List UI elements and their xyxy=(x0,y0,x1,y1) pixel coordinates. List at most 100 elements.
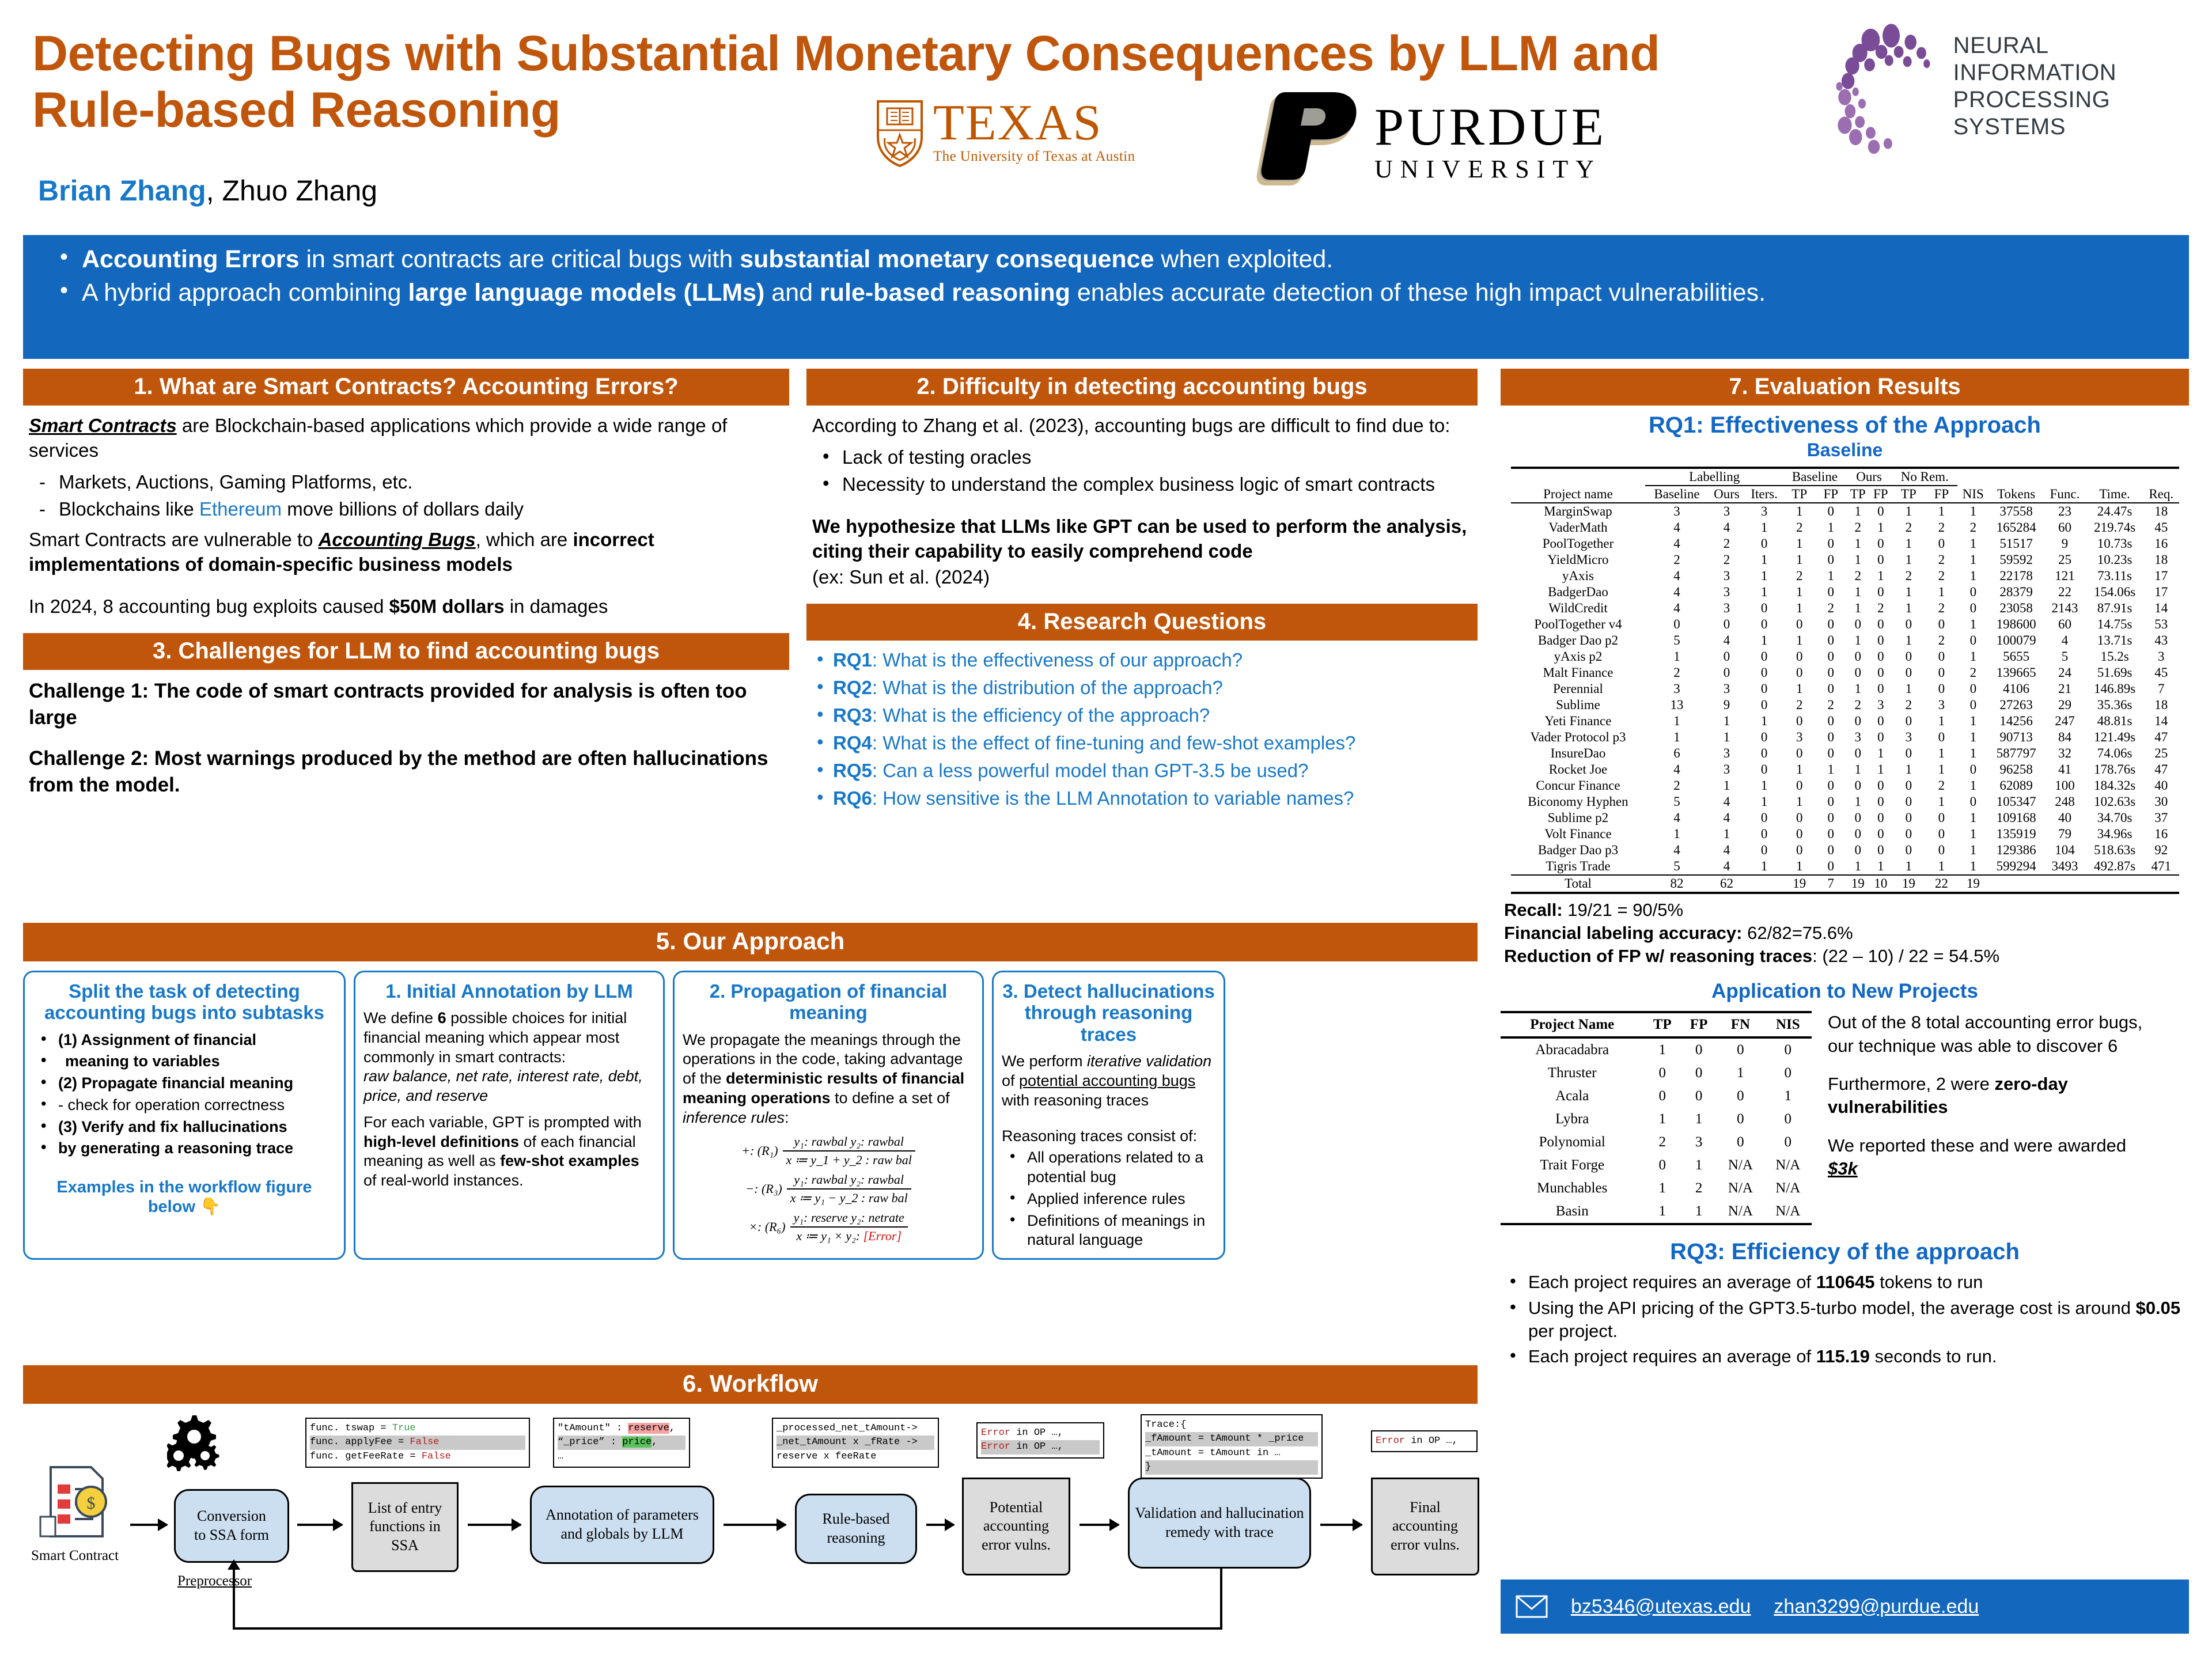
code-snippet-final-error: Error in OP …, xyxy=(1371,1430,1478,1453)
list-item: Each project requires an average of 115.… xyxy=(1501,1344,2189,1368)
approach-box-3: 3. Detect hallucinations through reasoni… xyxy=(992,970,1225,1260)
node-line2: to SSA form xyxy=(194,1526,270,1543)
cell-project-name: Badger Dao p3 xyxy=(1537,843,1619,858)
cell-value: 90713 xyxy=(1999,730,2033,745)
cell-value: 2 xyxy=(1969,520,1977,535)
cell-value: 0 xyxy=(1827,714,1835,729)
group-header-baseline: Baseline xyxy=(1783,467,1846,487)
cell-value: 1 xyxy=(1827,520,1835,535)
group-header-ours: Ours xyxy=(1846,467,1892,487)
approach-box-2: 2. Propagation of financial meaning We p… xyxy=(673,970,984,1260)
cell-value: 135919 xyxy=(1996,827,2036,842)
cell-value: 0 xyxy=(1695,1042,1703,1058)
cell-value: 28379 xyxy=(1999,585,2033,600)
cell-value: 0 xyxy=(1938,617,1945,632)
cell-value: 1 xyxy=(1784,1088,1792,1104)
rq-tag: RQ2 xyxy=(833,677,872,698)
cell-value: 13 xyxy=(1670,698,1684,713)
col-header-norem-tp: TP xyxy=(1900,487,1916,502)
cell-value: 43 xyxy=(2154,633,2168,648)
code-error-token: Error xyxy=(981,1441,1011,1453)
cell-value: 14 xyxy=(2154,601,2168,616)
cell-value: 0 xyxy=(1695,1088,1703,1104)
cell-value: 92 xyxy=(2154,843,2168,858)
cell-value: 4 xyxy=(1723,810,1730,825)
rq-text: : What is the effect of fine-tuning and … xyxy=(872,732,1356,753)
cell-value: 74.06s xyxy=(2097,746,2133,761)
p2-mid: of each financial meaning as well as xyxy=(363,1132,636,1170)
cell-value: 1 xyxy=(1658,1111,1666,1127)
results-stats: Recall: 19/21 = 90/5% Financial labeling… xyxy=(1501,899,2189,967)
cell-value: 0 xyxy=(1854,714,1861,729)
cell-value: 0 xyxy=(1877,810,1884,825)
ut-shield-icon xyxy=(877,100,923,167)
section5: 5. Our Approach Split the task of detect… xyxy=(23,923,1478,1260)
challenge-1: Challenge 1: The code of smart contracts… xyxy=(29,680,747,729)
cell-value: 0 xyxy=(1760,536,1768,551)
cell-value: N/A xyxy=(1764,1200,1812,1226)
cell-total-label: Total xyxy=(1510,874,1646,895)
rule-op: +: (R₁) xyxy=(741,1143,778,1158)
cell-value: 3 xyxy=(1723,569,1730,584)
dash2-post: move billions of dollars daily xyxy=(282,498,524,520)
key-bullet-1-mid: in smart contracts are critical bugs wit… xyxy=(299,245,740,273)
cell-value: 0 xyxy=(1723,649,1730,664)
code-text: in OP …, xyxy=(1010,1427,1063,1438)
cell-value: 0 xyxy=(1854,810,1861,825)
code-text: in OP …, xyxy=(1010,1441,1063,1453)
cell-value: 3 xyxy=(1695,1134,1703,1150)
code-text: in OP …, xyxy=(1405,1435,1458,1446)
cell-value: 1 xyxy=(1854,585,1861,600)
cell-value: 22 xyxy=(2058,585,2072,600)
cell-value: 2 xyxy=(1938,778,1945,793)
cell-value: 25 xyxy=(2154,746,2168,761)
cell-value: 0 xyxy=(1938,730,1945,745)
table-group-header-row: Project name Labelling Baseline Ours No … xyxy=(1510,467,2179,503)
reasoning-trace-list: All operations related to a potential bu… xyxy=(1002,1147,1215,1250)
cell-value: 2 xyxy=(1673,778,1680,793)
cell-value: 1 xyxy=(1905,585,1912,600)
cell-value: 0 xyxy=(1827,585,1835,600)
rule-op: ×: (R₆) xyxy=(749,1219,786,1234)
inference-rule-r6: ×: (R₆) y₁: reserve y₂: netrate x ≔ y₁ ×… xyxy=(683,1210,974,1244)
note-pre: We reported these and were awarded xyxy=(1828,1135,2127,1156)
cell-value: 3 xyxy=(1854,730,1861,745)
col-header-nis: NIS xyxy=(1764,1011,1812,1039)
table-row: YieldMicro 2 2 1 1 0 1 0 1 2 1 59592 25 10.23s 18 xyxy=(1511,552,2179,568)
column-left: 1. What are Smart Contracts? Accounting … xyxy=(23,369,789,813)
code-line: Trace:{ xyxy=(1145,1419,1187,1430)
cell-value: 32 xyxy=(2058,746,2072,761)
cell-value: 0 xyxy=(1796,714,1803,729)
cell-value: 0 xyxy=(1827,859,1835,874)
cell-value: 1 xyxy=(1827,762,1835,777)
col-header-base-tp: TP xyxy=(1791,487,1808,502)
email-link-1[interactable]: bz5346@utexas.edu xyxy=(1571,1595,1751,1618)
cell-value: 0 xyxy=(1760,746,1768,761)
section1-p2: Smart Contracts are vulnerable to Accoun… xyxy=(29,528,783,577)
arrow-2 xyxy=(297,1518,343,1531)
cell-value: 3 xyxy=(1723,585,1730,600)
cell-project-name: InsureDao xyxy=(1550,746,1606,761)
cell-value: 47 xyxy=(2154,730,2168,745)
cell-project-name: Sublime p2 xyxy=(1547,810,1609,825)
poster-header: Detecting Bugs with Substantial Monetary… xyxy=(0,0,2212,230)
cell-total-value xyxy=(1745,874,1783,895)
cell-value: 51.69s xyxy=(2097,665,2133,680)
application-notes: Out of the 8 total accounting error bugs… xyxy=(1828,1011,2150,1225)
code-tag-reserve: reserve xyxy=(628,1422,669,1434)
cell-total-value: 19 xyxy=(1783,874,1816,895)
table-row: Basin 1 1 N/A N/A xyxy=(1501,1200,1812,1226)
email-link-2[interactable]: zhan3299@purdue.edu xyxy=(1774,1595,1979,1618)
rule-op: −: (R₃) xyxy=(745,1181,782,1196)
cell-total-value: 19 xyxy=(1846,874,1870,895)
cell-total-value: 22 xyxy=(1925,874,1958,895)
node-validation-remedy: Validation and hallucination remedy with… xyxy=(1128,1477,1311,1569)
approach-box-3-p1: We perform iterative validation of poten… xyxy=(1002,1052,1215,1110)
cell-project-name: Thruster xyxy=(1547,1065,1597,1081)
cell-value: 1 xyxy=(1892,502,1926,520)
cell-value: 0 xyxy=(1760,649,1768,664)
cell-value: 1 xyxy=(1673,714,1680,729)
cell-value: 0 xyxy=(1673,617,1680,632)
cell-value: 248 xyxy=(2055,794,2075,809)
